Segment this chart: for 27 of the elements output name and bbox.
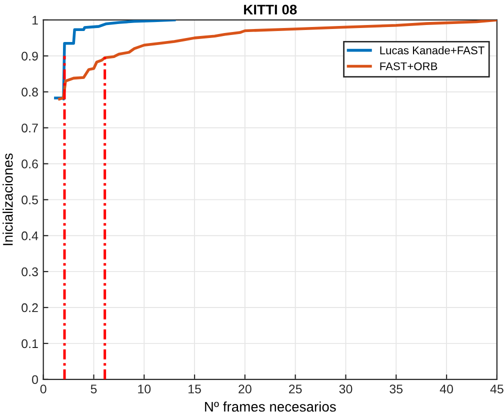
- x-tick-label: 30: [339, 384, 352, 394]
- y-tick-label: 0.3: [22, 267, 38, 276]
- x-tick-label: 20: [238, 384, 252, 394]
- y-tick-label: 0.2: [22, 303, 38, 312]
- y-tick-label: 0.5: [22, 195, 38, 204]
- y-tick-label: 0.1: [22, 339, 38, 348]
- y-tick-label: 0.6: [22, 160, 38, 168]
- x-tick-label: 40: [440, 384, 454, 394]
- x-tick-label: 10: [138, 384, 151, 394]
- x-tick-label: 25: [289, 384, 302, 394]
- x-tick-label: 45: [490, 384, 504, 394]
- y-tick-label: 1: [32, 16, 38, 24]
- y-tick-label: 0.9: [22, 52, 38, 61]
- x-tick-label: 0: [40, 384, 46, 394]
- y-tick-label: 0: [32, 375, 38, 384]
- y-tick-label: 0.8: [22, 88, 38, 97]
- chart-title: KITTI 08: [244, 4, 297, 15]
- x-tick-label: 35: [390, 384, 403, 394]
- y-tick-label: 0.7: [22, 124, 38, 132]
- y-axis-title: Inicializaciones: [2, 153, 13, 246]
- y-tick-label: 0.4: [22, 231, 38, 240]
- x-axis-title: Nº frames necesarios: [205, 401, 336, 412]
- legend-label: Lucas Kanade+FAST: [380, 46, 484, 54]
- legend-label: FAST+ORB: [380, 62, 438, 70]
- x-tick-label: 5: [90, 384, 97, 394]
- x-tick-label: 15: [188, 384, 201, 394]
- line-series: [58, 20, 497, 100]
